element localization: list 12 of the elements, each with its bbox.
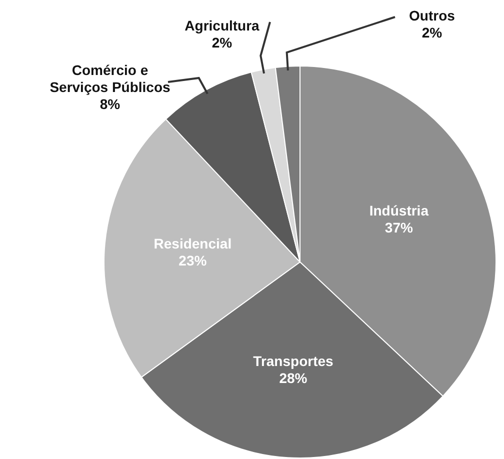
data-label: 37% bbox=[384, 220, 414, 236]
data-label: 8% bbox=[100, 96, 121, 112]
slice-label: Indústria bbox=[369, 202, 429, 219]
slice-label: Comércio e Serviços Públicos bbox=[50, 62, 171, 95]
slice-label: Outros bbox=[409, 8, 456, 24]
data-label: 23% bbox=[178, 252, 208, 268]
slice-label: Agricultura bbox=[184, 18, 260, 34]
data-label: 2% bbox=[422, 24, 443, 40]
data-label: 2% bbox=[212, 34, 233, 50]
slice-label: Residencial bbox=[154, 235, 232, 252]
slice-label: Transportes bbox=[253, 353, 334, 370]
data-label: 28% bbox=[279, 370, 308, 386]
